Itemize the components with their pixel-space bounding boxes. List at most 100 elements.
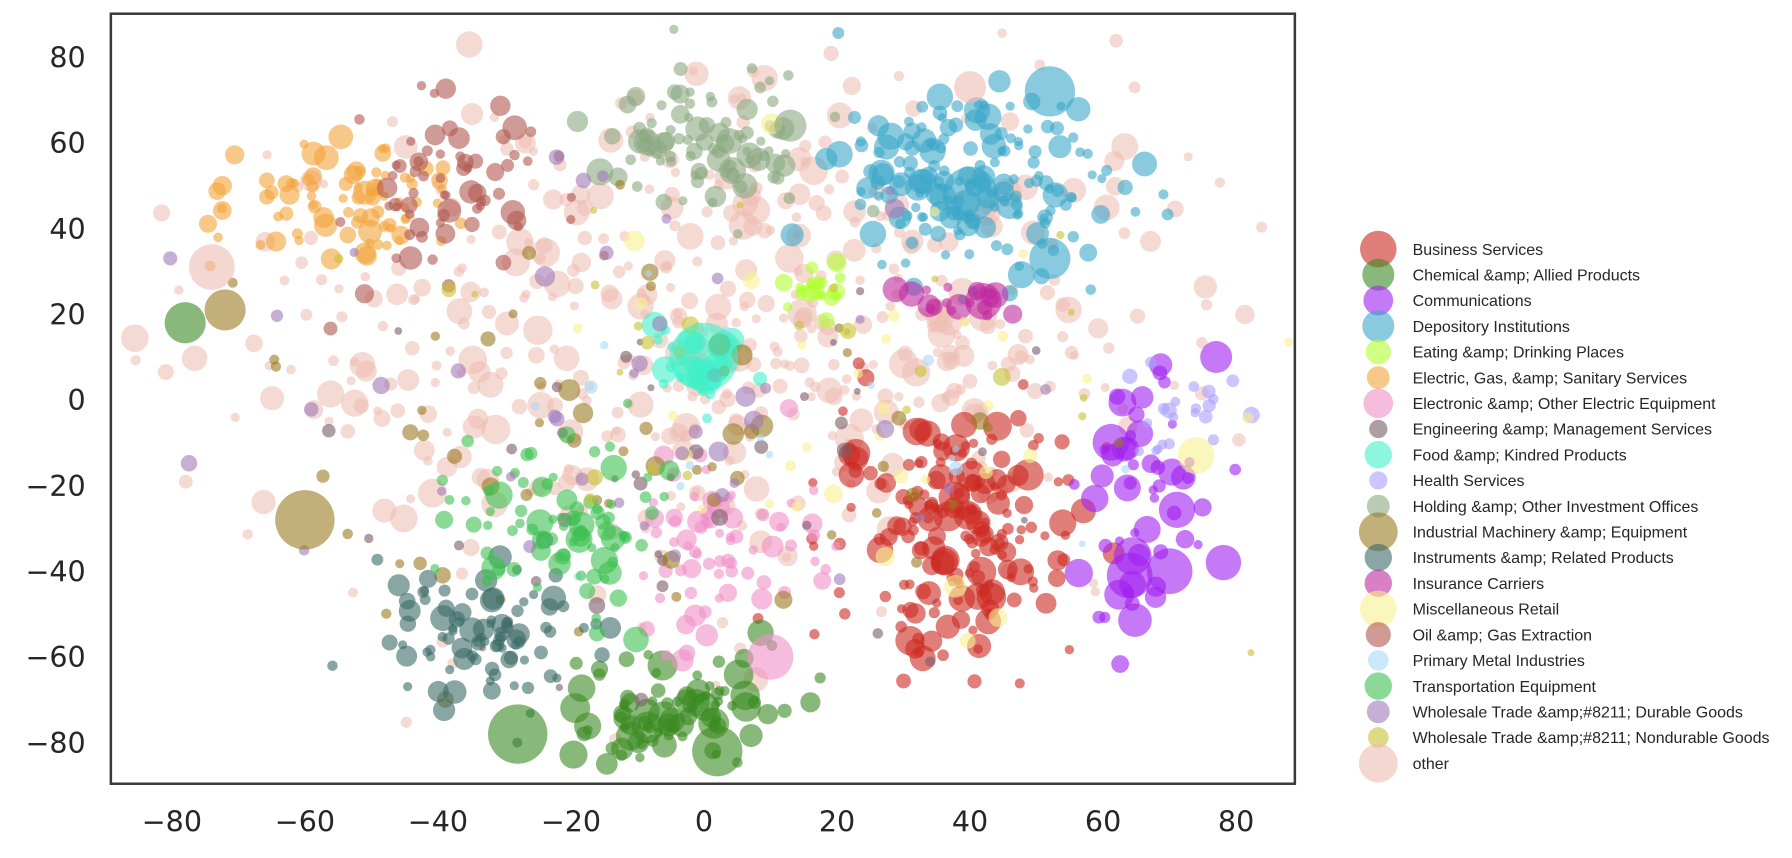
data-point: [527, 391, 555, 419]
data-point: [635, 752, 645, 763]
data-point: [572, 369, 589, 386]
data-point: [1109, 33, 1123, 48]
data-point: [916, 513, 926, 523]
data-point: [791, 212, 802, 223]
data-point: [225, 145, 245, 165]
data-point: [245, 334, 263, 353]
legend-marker-icon: [1363, 388, 1394, 419]
data-point: [855, 275, 865, 286]
data-point: [931, 393, 950, 413]
data-point: [871, 163, 894, 186]
data-point: [500, 617, 513, 630]
legend-label: Chemical &amp; Allied Products: [1413, 267, 1640, 284]
legend-item: Oil &amp; Gas Extraction: [1365, 622, 1592, 648]
data-point: [1198, 409, 1213, 424]
data-point-large: [275, 490, 335, 550]
data-point: [877, 259, 887, 270]
data-point: [483, 520, 493, 530]
data-point: [387, 574, 410, 597]
data-point: [575, 570, 587, 581]
data-point: [1158, 375, 1171, 389]
data-point: [532, 582, 543, 592]
data-point: [933, 441, 953, 461]
data-point: [541, 585, 567, 611]
data-point: [1183, 152, 1193, 162]
data-point: [705, 293, 732, 321]
data-point: [616, 368, 624, 376]
data-point: [877, 460, 889, 473]
series-electric-gas-amp-sanitary-services: [198, 124, 467, 272]
data-point: [486, 618, 496, 629]
data-point: [523, 540, 537, 553]
data-point-large: [488, 704, 548, 764]
data-point: [673, 132, 685, 145]
data-point: [926, 496, 938, 509]
data-point: [1151, 446, 1161, 456]
data-point: [396, 645, 418, 667]
data-point: [1158, 458, 1186, 486]
data-point: [269, 354, 280, 365]
data-point: [710, 235, 726, 250]
data-point: [417, 478, 447, 508]
data-point: [1085, 284, 1097, 295]
data-point: [622, 398, 633, 408]
data-point: [722, 507, 744, 529]
data-point: [342, 528, 353, 540]
data-point: [625, 154, 636, 166]
legend-label: Electronic &amp; Other Electric Equipmen…: [1413, 396, 1717, 413]
data-point: [441, 190, 451, 200]
data-point: [1090, 464, 1114, 488]
data-point: [707, 143, 720, 155]
data-point: [774, 590, 793, 609]
data-point: [406, 494, 416, 504]
data-point: [1064, 558, 1093, 588]
data-point: [1007, 464, 1029, 487]
data-point: [419, 593, 431, 605]
legend-marker-icon: [1365, 622, 1391, 648]
data-point: [121, 324, 149, 352]
legend-marker-icon: [1358, 512, 1398, 552]
legend-marker-icon: [1369, 471, 1388, 490]
data-point: [153, 204, 171, 222]
data-point: [983, 422, 993, 433]
legend-item: Eating &amp; Drinking Places: [1365, 339, 1624, 365]
data-point: [911, 202, 921, 213]
data-point: [898, 281, 925, 307]
data-point: [895, 620, 908, 633]
data-point: [455, 151, 466, 162]
data-point: [806, 392, 816, 402]
data-point: [1048, 569, 1066, 588]
data-point: [1109, 388, 1126, 405]
data-point: [725, 535, 736, 546]
x-axis-ticks: −80 −60 −40 −20 0 20 40 60 80: [142, 805, 1255, 839]
data-point: [460, 281, 481, 303]
data-point: [506, 443, 518, 455]
data-point: [464, 216, 480, 233]
data-point: [777, 703, 792, 718]
legend-marker-icon: [1363, 285, 1394, 316]
legend-label: Business Services: [1413, 242, 1544, 259]
data-point: [800, 392, 809, 402]
data-point: [1090, 587, 1101, 597]
data-point: [413, 439, 435, 461]
data-point: [600, 454, 627, 482]
data-point: [730, 94, 740, 104]
data-point: [687, 391, 698, 402]
data-point: [291, 228, 303, 240]
data-point: [318, 179, 329, 189]
data-point: [626, 87, 646, 106]
data-point: [277, 175, 295, 193]
data-point: [1035, 592, 1057, 614]
data-point: [1039, 285, 1055, 301]
legend-label: Industrial Machinery &amp; Equipment: [1413, 525, 1688, 542]
data-point: [589, 446, 601, 458]
data-point: [266, 231, 287, 252]
data-point: [931, 275, 939, 283]
data-point: [343, 207, 354, 218]
legend-item: Health Services: [1369, 471, 1525, 490]
data-point: [666, 84, 683, 100]
legend-item: Depository Institutions: [1362, 310, 1570, 343]
data-point: [181, 345, 208, 372]
data-point: [958, 316, 970, 327]
data-point: [334, 284, 344, 294]
